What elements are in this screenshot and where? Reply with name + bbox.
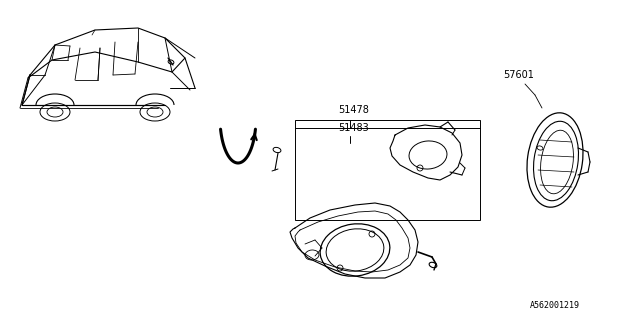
Text: 51483: 51483 [338, 123, 369, 133]
Text: 51478: 51478 [338, 105, 369, 115]
Text: A562001219: A562001219 [530, 301, 580, 310]
Bar [295, 120, 480, 220]
Text: 57601: 57601 [503, 70, 534, 80]
